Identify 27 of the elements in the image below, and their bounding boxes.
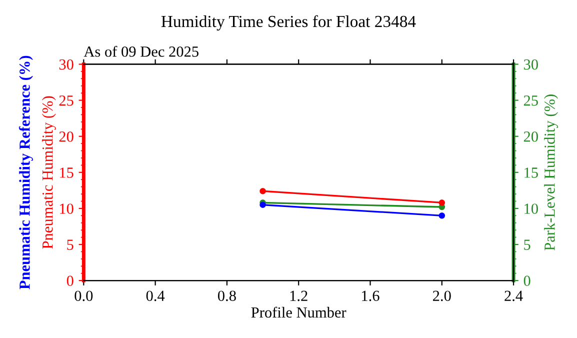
x-tick-label: 1.2 bbox=[290, 290, 308, 302]
y-tick-label: 15 bbox=[60, 168, 74, 178]
chart-title: Humidity Time Series for Float 23484 bbox=[161, 15, 416, 31]
x-tick-label: 0.0 bbox=[74, 290, 93, 302]
y2-tick-label: 30 bbox=[524, 59, 538, 70]
y-tick-label: 20 bbox=[59, 131, 74, 142]
y3-axis-title: Pneumatic Humidity Reference (%) bbox=[18, 56, 33, 290]
y2-tick-label: 0 bbox=[524, 276, 530, 286]
y-axis-title: Pneumatic Humidity (%) bbox=[42, 96, 56, 249]
y2-tick-label: 15 bbox=[524, 168, 538, 178]
x-tick-label: 2.0 bbox=[433, 290, 451, 302]
chart-subtitle: As of 09 Dec 2025 bbox=[84, 46, 198, 57]
y2-tick-label: 5 bbox=[524, 240, 530, 250]
x-axis-title: Profile Number bbox=[251, 306, 346, 318]
y2-tick-label: 25 bbox=[524, 95, 538, 106]
y2-axis-title: Park-Level Humidity (%) bbox=[544, 94, 558, 250]
x-tick-label: 2.4 bbox=[504, 290, 523, 302]
y-tick-label: 0 bbox=[66, 276, 74, 286]
y-tick-label: 25 bbox=[59, 95, 74, 106]
y-tick-label: 5 bbox=[67, 240, 74, 250]
y-tick-label: 30 bbox=[59, 59, 74, 70]
x-tick-label: 0.8 bbox=[218, 290, 236, 302]
y2-tick-label: 20 bbox=[524, 131, 538, 142]
y2-tick-label: 10 bbox=[524, 204, 538, 214]
x-tick-label: 0.4 bbox=[146, 290, 165, 302]
x-tick-label: 1.6 bbox=[362, 290, 380, 302]
y-tick-label: 10 bbox=[60, 204, 74, 214]
